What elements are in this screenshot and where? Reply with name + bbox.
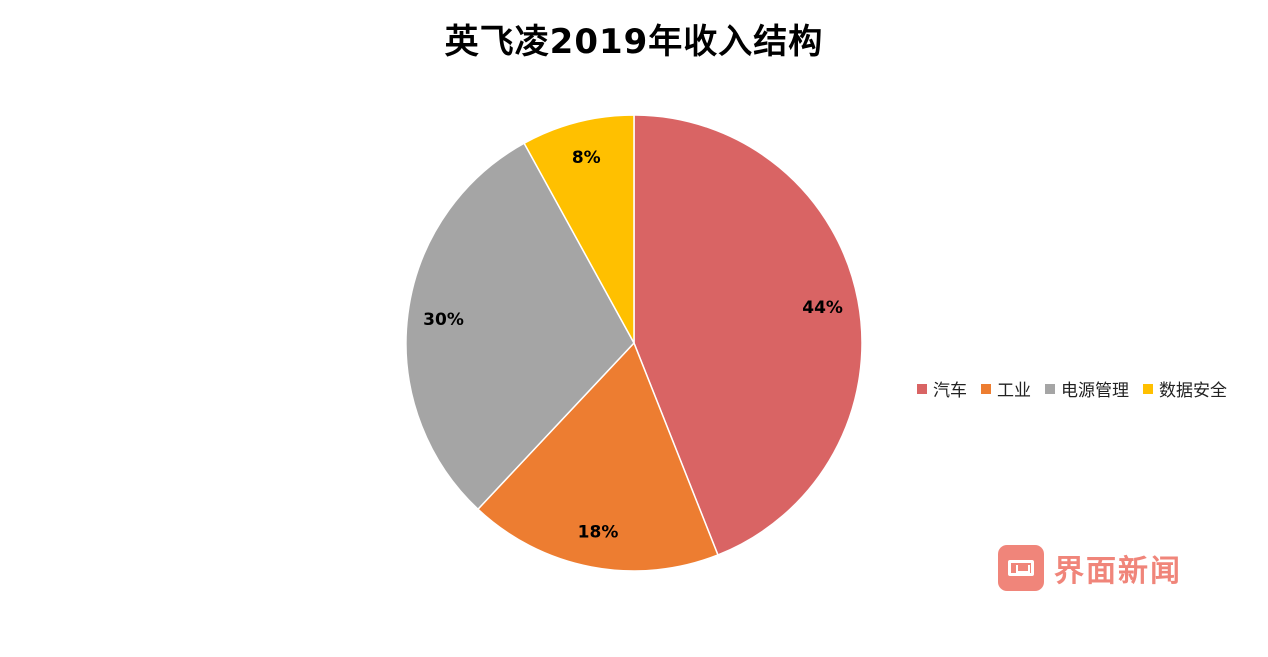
legend-item-data-security: 数据安全	[1143, 376, 1227, 401]
legend-swatch	[981, 383, 991, 394]
pie-slice-power-management	[405, 142, 635, 511]
legend-label: 数据安全	[1159, 381, 1227, 401]
chart-title: 英飞凌2019年收入结构	[444, 22, 824, 62]
legend-label: 工业	[997, 381, 1031, 401]
jiemian-logo-text: 界面新闻	[1054, 554, 1182, 589]
legend: 汽车 工业 电源管理 数据安全	[917, 376, 1227, 401]
legend-item-automotive: 汽车	[917, 376, 967, 401]
pie-slice-industrial	[476, 341, 719, 572]
data-label: 8%	[572, 148, 601, 168]
data-label: 18%	[578, 523, 619, 543]
legend-label: 电源管理	[1061, 381, 1129, 401]
legend-item-power-management: 电源管理	[1045, 376, 1129, 401]
legend-swatch	[917, 383, 927, 394]
data-label: 44%	[802, 298, 843, 318]
pie-slice-data-security	[523, 114, 635, 344]
legend-swatch	[1143, 383, 1153, 394]
legend-label: 汽车	[933, 381, 967, 401]
pie-slice-automotive	[633, 114, 863, 556]
legend-swatch	[1045, 383, 1055, 394]
jiemian-logo-icon	[998, 545, 1044, 591]
jiemian-logo: 界面新闻	[998, 545, 1182, 591]
legend-item-industrial: 工业	[981, 376, 1031, 401]
data-label: 30%	[423, 310, 464, 330]
